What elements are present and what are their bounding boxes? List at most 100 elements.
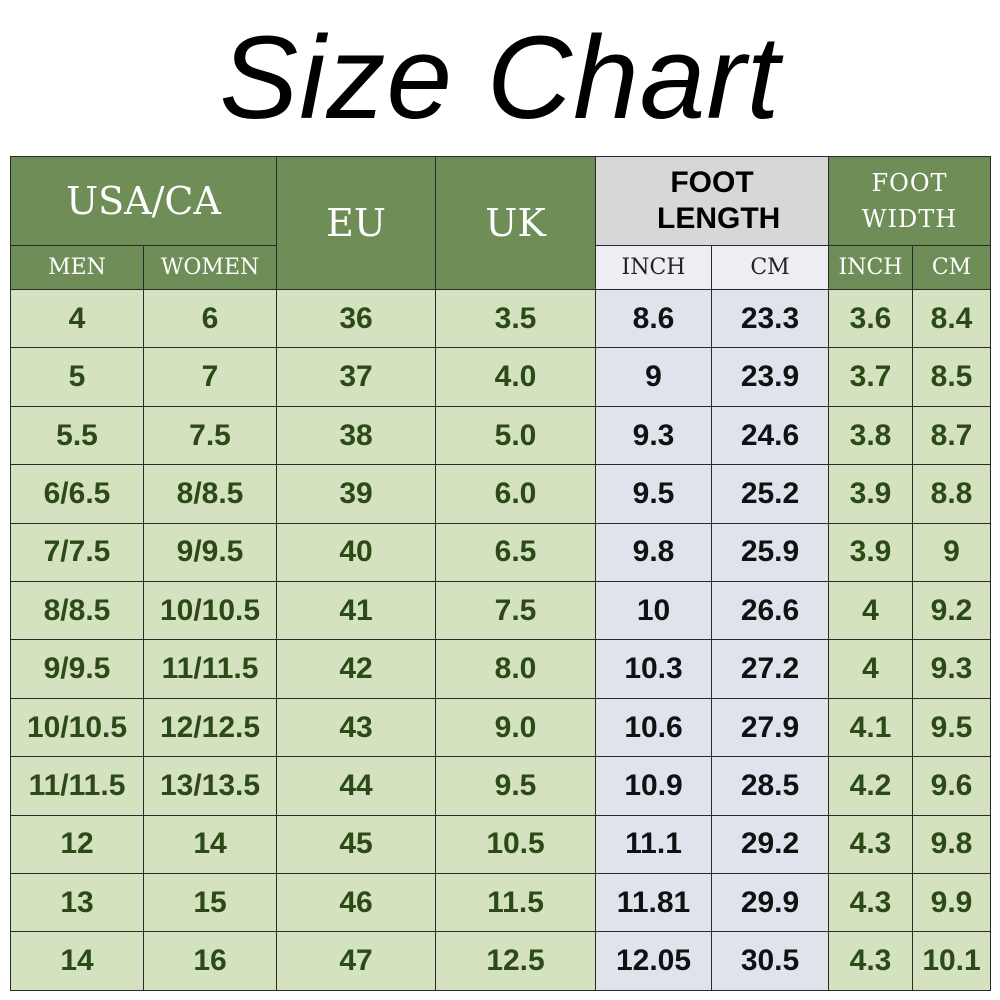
women-size-cell: 6 (142, 288, 278, 349)
foot-length-inch-cell: 8.6 (595, 288, 713, 349)
foot-length-cm-cell: 23.9 (711, 347, 830, 407)
men-size-cell: 13 (10, 873, 144, 933)
foot-length-inch-cell: 9.5 (595, 464, 713, 524)
table-row: 11/11.5 13/13.5 44 9.5 10.9 28.5 4.2 9.6 (10, 756, 992, 816)
foot-length-cm-cell: 25.9 (711, 522, 830, 583)
foot-width-cm-cell: 8.7 (912, 405, 992, 466)
women-size-cell: 10/10.5 (142, 581, 278, 641)
men-size-cell: 11/11.5 (10, 756, 144, 816)
eu-size-cell: 43 (276, 697, 437, 758)
foot-width-label: FOOT WIDTH (861, 169, 958, 233)
foot-width-inch-cell: 4 (828, 581, 914, 641)
foot-length-inch-cell: 10.3 (595, 639, 713, 699)
table-row: 6/6.5 8/8.5 39 6.0 9.5 25.2 3.9 8.8 (10, 464, 992, 524)
eu-size-cell: 47 (276, 931, 437, 991)
women-size-cell: 16 (142, 931, 278, 991)
foot-length-cm-cell: 27.9 (711, 697, 830, 758)
foot-length-inch-cell: 11.1 (595, 814, 713, 875)
eu-size-cell: 44 (276, 756, 437, 816)
eu-size-cell: 40 (276, 522, 437, 583)
foot-width-inch-cell: 3.7 (828, 347, 914, 407)
foot-length-inch-cell: 10.9 (595, 756, 713, 816)
uk-size-cell: 10.5 (435, 814, 597, 875)
table-row: 14 16 47 12.5 12.05 30.5 4.3 10.1 (10, 931, 992, 991)
foot-length-inch-header: INCH (595, 245, 713, 290)
men-size-cell: 8/8.5 (10, 581, 144, 641)
table-row: 5 7 37 4.0 9 23.9 3.7 8.5 (10, 347, 992, 407)
foot-width-inch-cell: 4.2 (828, 756, 914, 816)
foot-length-cm-cell: 24.6 (711, 405, 830, 466)
foot-width-cm-cell: 8.4 (912, 288, 992, 349)
foot-width-cm-cell: 9 (912, 522, 992, 583)
eu-size-cell: 37 (276, 347, 437, 407)
foot-width-cm-cell: 9.6 (912, 756, 992, 816)
men-size-cell: 14 (10, 931, 144, 991)
table-row: 4 6 36 3.5 8.6 23.3 3.6 8.4 (10, 288, 992, 349)
foot-length-inch-cell: 9 (595, 347, 713, 407)
foot-length-inch-cell: 9.8 (595, 522, 713, 583)
page-title: Size Chart (219, 12, 781, 144)
women-size-cell: 7.5 (142, 405, 278, 466)
women-size-cell: 8/8.5 (142, 464, 278, 524)
eu-size-cell: 41 (276, 581, 437, 641)
uk-size-cell: 11.5 (435, 873, 597, 933)
table-row: 7/7.5 9/9.5 40 6.5 9.8 25.9 3.9 9 (10, 522, 992, 583)
foot-width-cm-cell: 8.5 (912, 347, 992, 407)
size-table-body: 4 6 36 3.5 8.6 23.3 3.6 8.4 5 7 37 4.0 9 23.9 3.7 8.5 5.… (10, 288, 992, 991)
uk-size-cell: 6.0 (435, 464, 597, 524)
foot-length-cm-cell: 26.6 (711, 581, 830, 641)
uk-size-cell: 5.0 (435, 405, 597, 466)
foot-length-cm-cell: 25.2 (711, 464, 830, 524)
men-size-cell: 5.5 (10, 405, 144, 466)
table-row: 10/10.5 12/12.5 43 9.0 10.6 27.9 4.1 9.5 (10, 697, 992, 758)
women-size-cell: 7 (142, 347, 278, 407)
foot-width-inch-cell: 3.9 (828, 464, 914, 524)
foot-length-label: FOOT LENGTH (657, 166, 781, 235)
foot-width-inch-cell: 4 (828, 639, 914, 699)
uk-size-cell: 8.0 (435, 639, 597, 699)
table-row: 9/9.5 11/11.5 42 8.0 10.3 27.2 4 9.3 (10, 639, 992, 699)
uk-header: UK (435, 156, 597, 290)
uk-size-cell: 12.5 (435, 931, 597, 991)
foot-width-inch-cell: 4.3 (828, 931, 914, 991)
men-size-cell: 10/10.5 (10, 697, 144, 758)
women-size-cell: 9/9.5 (142, 522, 278, 583)
foot-length-inch-cell: 9.3 (595, 405, 713, 466)
women-size-cell: 13/13.5 (142, 756, 278, 816)
size-chart-table: USA/CA EU UK FOOT LENGTH FOOT WIDTH MEN … (9, 156, 992, 991)
eu-size-cell: 39 (276, 464, 437, 524)
foot-length-cm-cell: 27.2 (711, 639, 830, 699)
usa-ca-header: USA/CA (9, 156, 278, 246)
men-size-cell: 9/9.5 (10, 639, 144, 699)
table-row: 5.5 7.5 38 5.0 9.3 24.6 3.8 8.7 (10, 405, 992, 466)
women-header: WOMEN (142, 245, 278, 290)
table-row: 13 15 46 11.5 11.81 29.9 4.3 9.9 (10, 873, 992, 933)
foot-length-header: FOOT LENGTH (595, 156, 830, 246)
foot-width-cm-cell: 9.9 (912, 873, 992, 933)
foot-width-inch-header: INCH (828, 245, 914, 290)
men-size-cell: 5 (10, 347, 144, 407)
foot-width-inch-cell: 3.6 (828, 288, 914, 349)
foot-width-inch-cell: 4.3 (828, 814, 914, 875)
foot-length-cm-header: CM (711, 245, 830, 290)
men-size-cell: 12 (10, 814, 144, 875)
foot-length-cm-cell: 30.5 (711, 931, 830, 991)
table-row: 12 14 45 10.5 11.1 29.2 4.3 9.8 (10, 814, 992, 875)
foot-width-inch-cell: 3.9 (828, 522, 914, 583)
eu-size-cell: 46 (276, 873, 437, 933)
foot-width-cm-cell: 8.8 (912, 464, 992, 524)
foot-width-cm-cell: 9.3 (912, 639, 992, 699)
eu-size-cell: 38 (276, 405, 437, 466)
foot-width-cm-header: CM (912, 245, 992, 290)
uk-size-cell: 3.5 (435, 288, 597, 349)
uk-size-cell: 6.5 (435, 522, 597, 583)
foot-width-header: FOOT WIDTH (828, 156, 992, 246)
foot-length-inch-cell: 12.05 (595, 931, 713, 991)
uk-size-cell: 7.5 (435, 581, 597, 641)
foot-length-inch-cell: 11.81 (595, 873, 713, 933)
eu-size-cell: 45 (276, 814, 437, 875)
foot-length-cm-cell: 29.2 (711, 814, 830, 875)
women-size-cell: 11/11.5 (142, 639, 278, 699)
foot-width-inch-cell: 4.3 (828, 873, 914, 933)
women-size-cell: 15 (142, 873, 278, 933)
